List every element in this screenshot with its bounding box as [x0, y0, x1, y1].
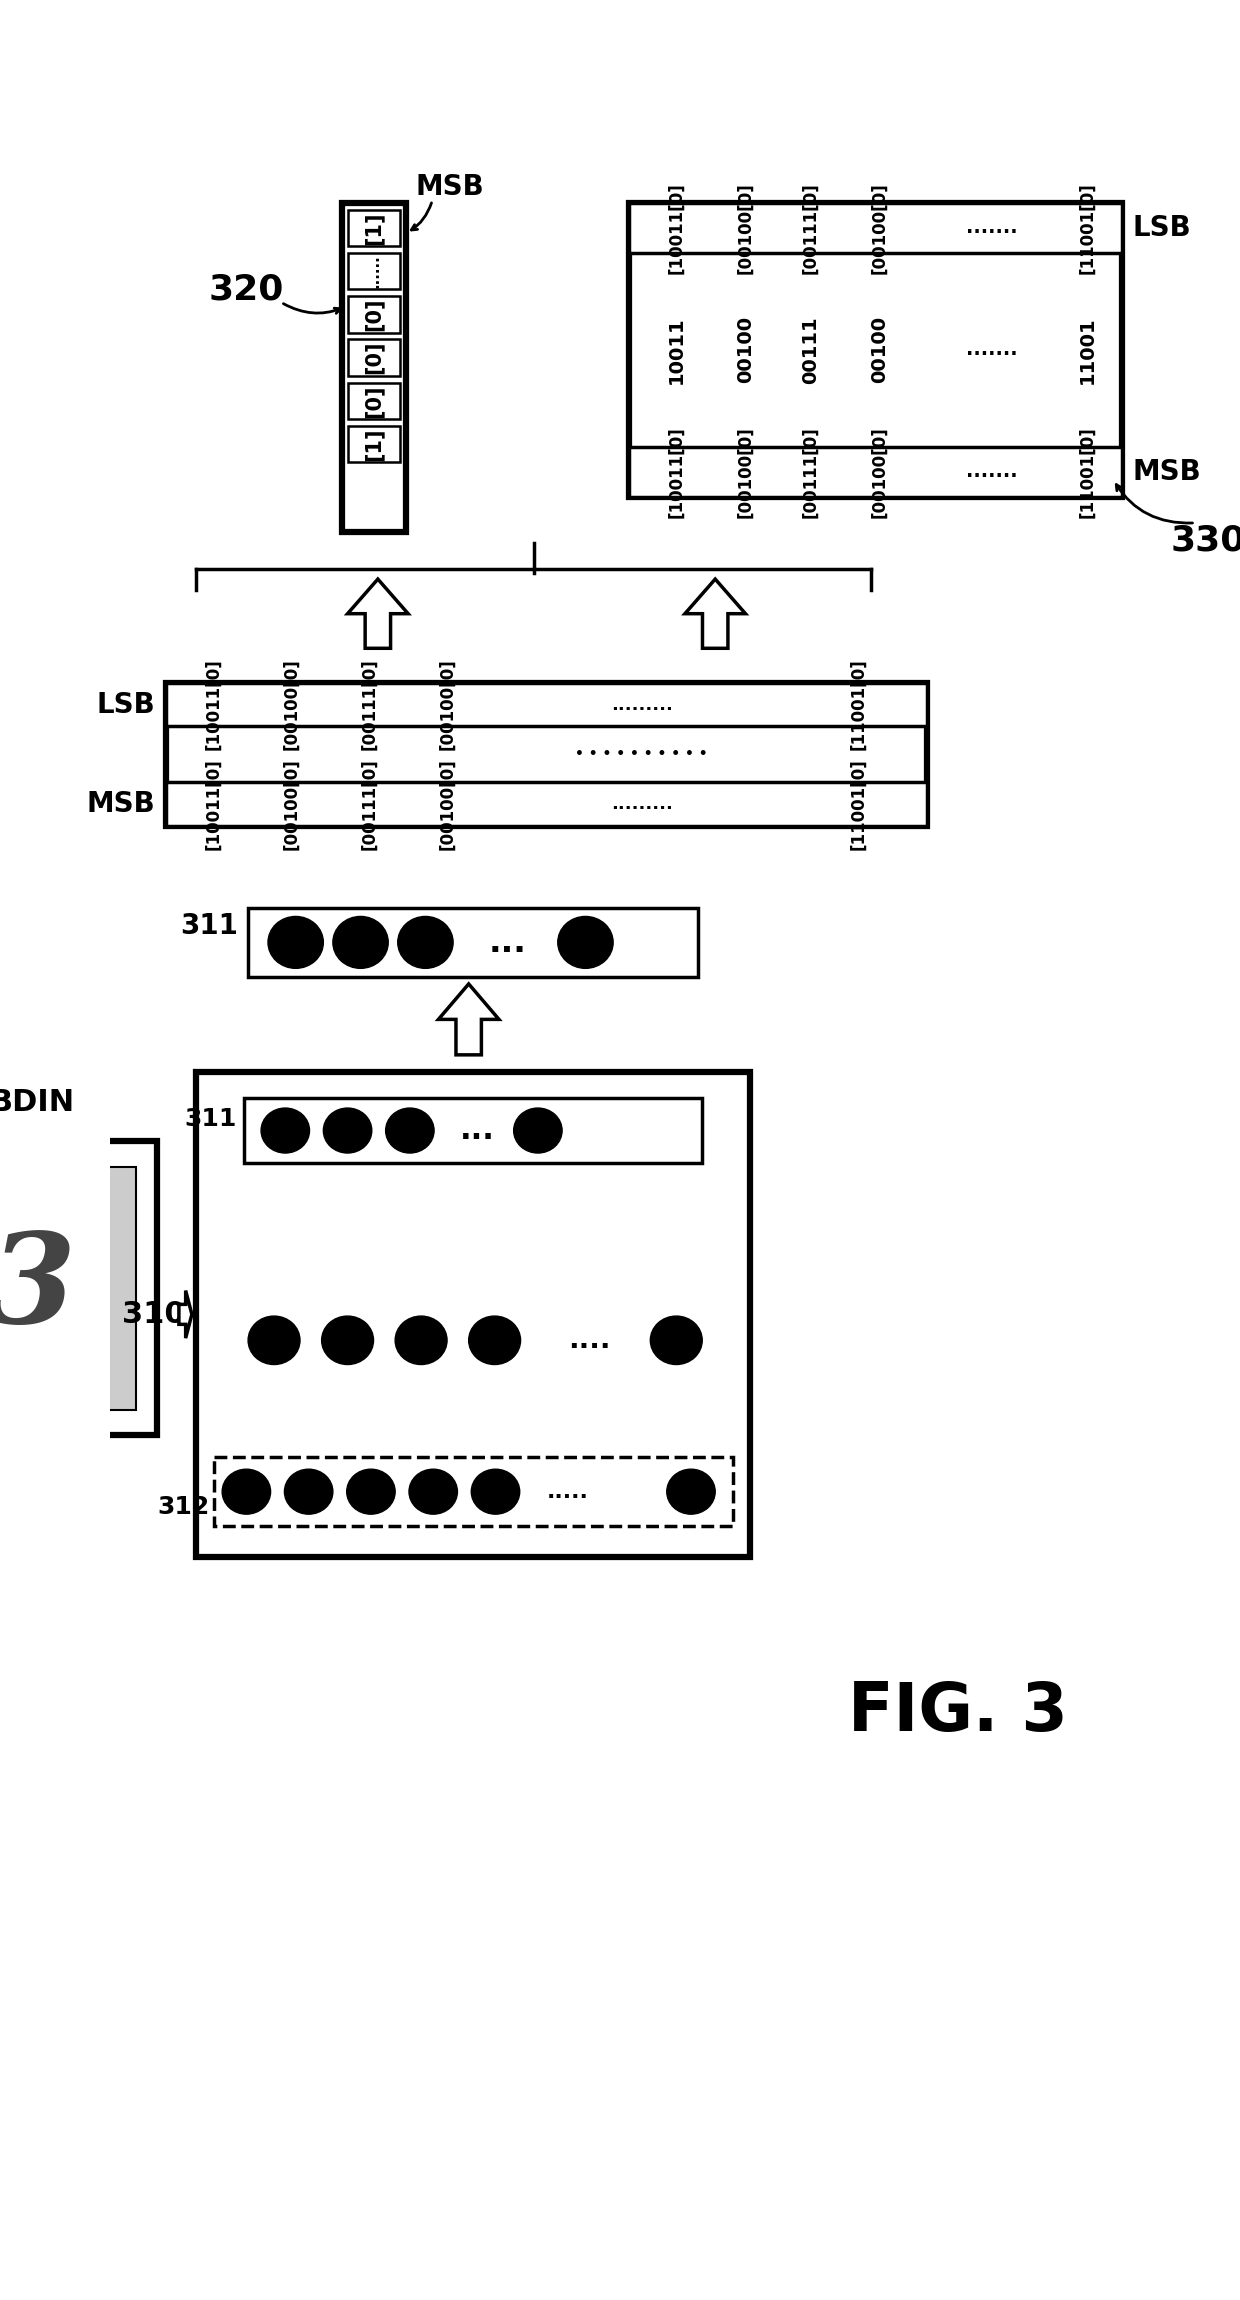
- Text: [00100[0]: [00100[0]: [438, 658, 456, 750]
- Ellipse shape: [513, 1109, 562, 1152]
- Bar: [629, 202, 1122, 253]
- Text: 320: 320: [208, 271, 284, 306]
- Bar: [0, 1168, 135, 1410]
- Ellipse shape: [284, 1470, 332, 1513]
- Text: 00100: 00100: [870, 317, 889, 384]
- Ellipse shape: [471, 1470, 520, 1513]
- Text: [00100[0]: [00100[0]: [870, 426, 889, 518]
- Bar: [629, 202, 1122, 497]
- Text: 311: 311: [185, 1106, 237, 1132]
- Text: [00111[0]: [00111[0]: [360, 658, 378, 750]
- Bar: [629, 446, 1122, 497]
- Text: MSB: MSB: [87, 789, 155, 819]
- Text: MSB: MSB: [415, 172, 484, 200]
- Text: .......: .......: [966, 218, 1018, 237]
- Text: 00100: 00100: [737, 317, 755, 384]
- Text: [10011[0]: [10011[0]: [205, 759, 222, 851]
- Text: [00111[0]: [00111[0]: [801, 182, 820, 274]
- Bar: [213, 1458, 733, 1527]
- Text: 330: 330: [1171, 522, 1240, 557]
- Text: [0]: [0]: [365, 297, 384, 331]
- Text: 311: 311: [180, 913, 238, 941]
- Text: [11001[0]: [11001[0]: [1078, 426, 1096, 518]
- Bar: [248, 908, 698, 977]
- Text: [00100[0]: [00100[0]: [283, 759, 300, 851]
- Ellipse shape: [667, 1470, 715, 1513]
- Text: BDIN: BDIN: [0, 1088, 74, 1118]
- Ellipse shape: [268, 915, 324, 968]
- Text: [10011[0]: [10011[0]: [667, 182, 686, 274]
- Text: [10011[0]: [10011[0]: [667, 426, 686, 518]
- Text: ...: ...: [489, 927, 527, 959]
- Polygon shape: [684, 580, 745, 649]
- Text: [11001[0]: [11001[0]: [849, 759, 867, 851]
- Bar: [341, 202, 407, 531]
- Text: FIG. 3: FIG. 3: [847, 1679, 1068, 1746]
- Text: 10011: 10011: [667, 315, 686, 384]
- Bar: [347, 340, 401, 375]
- Text: [11001[0]: [11001[0]: [849, 658, 867, 750]
- Text: .....: .....: [547, 1481, 589, 1502]
- Text: [11001[0]: [11001[0]: [1078, 182, 1096, 274]
- Text: .......: .......: [966, 462, 1018, 481]
- Text: [00100[0]: [00100[0]: [870, 182, 889, 274]
- Text: [00111[0]: [00111[0]: [801, 426, 820, 518]
- Bar: [166, 683, 928, 826]
- Text: MSB: MSB: [1132, 458, 1200, 485]
- Bar: [166, 683, 928, 727]
- Bar: [347, 209, 401, 246]
- Polygon shape: [179, 1290, 192, 1339]
- Text: [0]: [0]: [365, 340, 384, 375]
- Text: ......: ......: [367, 255, 382, 288]
- Text: • • • • • • • • • •: • • • • • • • • • •: [575, 748, 708, 761]
- Text: LSB: LSB: [97, 690, 155, 718]
- Ellipse shape: [248, 1316, 300, 1364]
- Ellipse shape: [332, 915, 388, 968]
- Text: ...: ...: [460, 1116, 495, 1145]
- Text: [00100[0]: [00100[0]: [283, 658, 300, 750]
- Text: 310: 310: [123, 1299, 186, 1329]
- Text: [1]: [1]: [365, 428, 384, 460]
- Text: [0]: [0]: [365, 384, 384, 419]
- Text: [10011[0]: [10011[0]: [205, 658, 222, 750]
- Ellipse shape: [469, 1316, 521, 1364]
- Ellipse shape: [396, 1316, 448, 1364]
- Text: 312: 312: [157, 1495, 210, 1520]
- Text: 11001: 11001: [1078, 315, 1096, 384]
- Text: 00111: 00111: [801, 315, 820, 384]
- Ellipse shape: [347, 1470, 396, 1513]
- Text: [00100[0]: [00100[0]: [737, 182, 754, 274]
- Ellipse shape: [409, 1470, 458, 1513]
- Text: ....: ....: [568, 1327, 611, 1355]
- Ellipse shape: [386, 1109, 434, 1152]
- Ellipse shape: [558, 915, 613, 968]
- Ellipse shape: [222, 1470, 270, 1513]
- Ellipse shape: [324, 1109, 372, 1152]
- Text: .........: .........: [611, 796, 672, 812]
- Bar: [347, 297, 401, 333]
- Bar: [196, 1072, 750, 1557]
- Bar: [0, 1141, 157, 1435]
- Bar: [347, 253, 401, 290]
- Bar: [347, 382, 401, 419]
- Ellipse shape: [650, 1316, 702, 1364]
- Bar: [244, 1097, 702, 1164]
- Text: [1]: [1]: [365, 212, 384, 244]
- Polygon shape: [439, 984, 498, 1056]
- Ellipse shape: [262, 1109, 310, 1152]
- Text: [00100[0]: [00100[0]: [737, 426, 754, 518]
- Polygon shape: [347, 580, 408, 649]
- Text: [00100[0]: [00100[0]: [438, 759, 456, 851]
- Text: 3: 3: [0, 1228, 76, 1350]
- Text: LSB: LSB: [1132, 214, 1190, 242]
- Ellipse shape: [398, 915, 453, 968]
- Bar: [166, 782, 928, 826]
- Text: [00111[0]: [00111[0]: [360, 759, 378, 851]
- Ellipse shape: [321, 1316, 373, 1364]
- Text: .........: .........: [611, 695, 672, 713]
- Text: .......: .......: [966, 340, 1018, 359]
- Bar: [347, 426, 401, 462]
